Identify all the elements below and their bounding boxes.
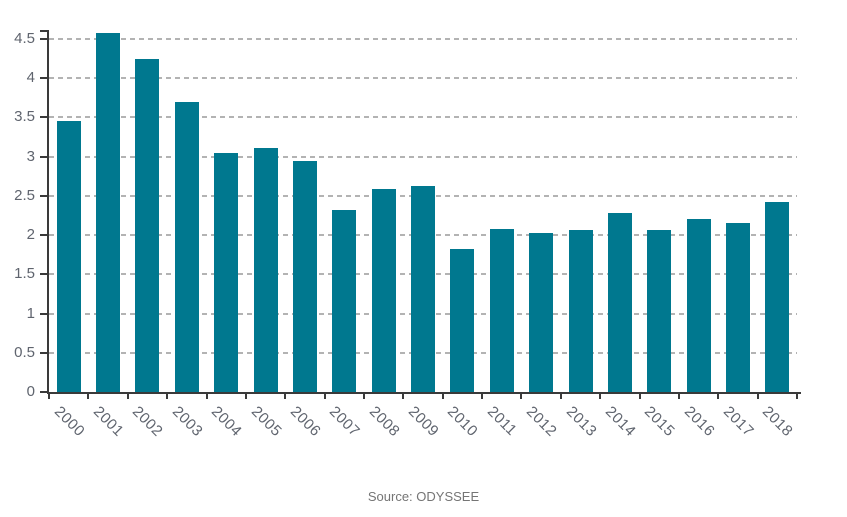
x-axis-tick: [796, 392, 798, 399]
y-axis-label: 4: [26, 69, 35, 87]
y-axis-line: [47, 30, 49, 394]
x-axis-label: 2012: [523, 403, 561, 441]
source-note: Source: ODYSSEE: [367, 489, 480, 504]
y-axis-label: 1.5: [14, 265, 35, 283]
x-axis-tick: [284, 392, 287, 399]
y-axis-label: 0.5: [14, 343, 35, 361]
bar-2017: [725, 222, 750, 392]
x-axis-label: 2015: [641, 403, 679, 441]
y-axis-tick: [40, 351, 49, 354]
y-axis-tick: [40, 234, 49, 236]
bar-2018: [765, 202, 790, 392]
x-axis-label: 2008: [365, 403, 403, 441]
x-axis-tick: [205, 392, 208, 399]
x-axis-tick: [402, 392, 405, 399]
x-axis-label: 2011: [483, 403, 520, 440]
x-axis-tick: [638, 392, 641, 399]
bar-2011: [489, 228, 514, 392]
y-axis-label: 1: [26, 304, 35, 322]
x-axis-line: [47, 392, 801, 394]
x-axis-label: 2007: [326, 403, 364, 441]
gridline: [49, 116, 797, 119]
x-axis-tick: [323, 392, 326, 399]
bar-2005: [253, 147, 278, 392]
y-axis-tick: [40, 391, 49, 393]
bar-2001: [96, 33, 121, 392]
y-axis-tick: [40, 312, 49, 315]
x-axis-label: 2010: [444, 403, 482, 441]
x-axis-label: 2002: [129, 403, 167, 441]
x-axis-tick: [87, 392, 90, 399]
x-axis-label: 2000: [50, 403, 88, 441]
x-axis-tick: [677, 392, 680, 399]
plot-area: 0 0.5 1 1.5 2 2.5 3 3.5 4 4.5 2000 2001 2002 2003 2004…: [14, 30, 801, 440]
x-axis-tick: [48, 392, 50, 399]
gridline: [49, 155, 797, 158]
y-axis-label: 3: [26, 147, 35, 165]
y-axis-label: 0: [26, 383, 35, 400]
y-axis-tick: [40, 273, 49, 276]
bar-2000: [56, 121, 81, 392]
x-axis-tick: [126, 392, 129, 399]
y-axis-tick: [40, 37, 49, 40]
bar-2014: [607, 213, 632, 392]
bar-2007: [332, 209, 357, 392]
y-axis-label: 4.5: [14, 29, 35, 47]
y-axis-label: 3.5: [14, 108, 35, 126]
y-axis-label: 2.5: [14, 186, 35, 204]
x-axis-label: 2006: [286, 403, 324, 441]
x-axis-label: 2009: [404, 403, 443, 441]
bar-2015: [647, 229, 672, 392]
y-axis-tick: [40, 194, 49, 197]
x-axis-tick: [520, 392, 523, 399]
x-axis-label: 2005: [247, 403, 285, 441]
x-axis-label: 2013: [562, 403, 600, 441]
gridline: [49, 37, 797, 40]
x-axis-tick: [559, 392, 562, 399]
bar-2010: [450, 249, 475, 392]
bar-2013: [568, 230, 593, 392]
x-axis-label: 2001: [90, 403, 128, 441]
x-axis-tick: [362, 392, 365, 399]
bar-2004: [214, 153, 239, 392]
x-axis-label: 2014: [601, 403, 639, 441]
y-axis-label: 2: [26, 226, 35, 243]
y-axis-end-tick: [40, 30, 49, 32]
x-axis-tick: [481, 392, 484, 399]
bar-2006: [292, 160, 317, 392]
x-axis-tick: [441, 392, 444, 399]
bar-2003: [174, 102, 199, 392]
y-axis-tick: [40, 116, 49, 119]
bar-2012: [529, 232, 554, 392]
x-axis-label: 2018: [759, 403, 797, 441]
bar-2016: [686, 219, 711, 392]
x-axis-tick: [244, 392, 247, 399]
x-axis-label: 2017: [719, 403, 757, 441]
x-axis-label: 2003: [168, 403, 206, 441]
bar-2002: [135, 58, 160, 392]
x-axis-tick: [717, 392, 720, 399]
gridline: [49, 77, 797, 80]
y-axis-tick: [40, 155, 49, 158]
y-axis-tick: [40, 77, 49, 80]
bar-2008: [371, 188, 396, 392]
x-axis-tick: [166, 392, 169, 399]
x-axis-label: 2004: [208, 403, 246, 441]
x-axis-tick: [599, 392, 602, 399]
bar-2009: [411, 186, 435, 392]
x-axis-label: 2016: [680, 403, 718, 441]
x-axis-tick: [756, 392, 759, 399]
